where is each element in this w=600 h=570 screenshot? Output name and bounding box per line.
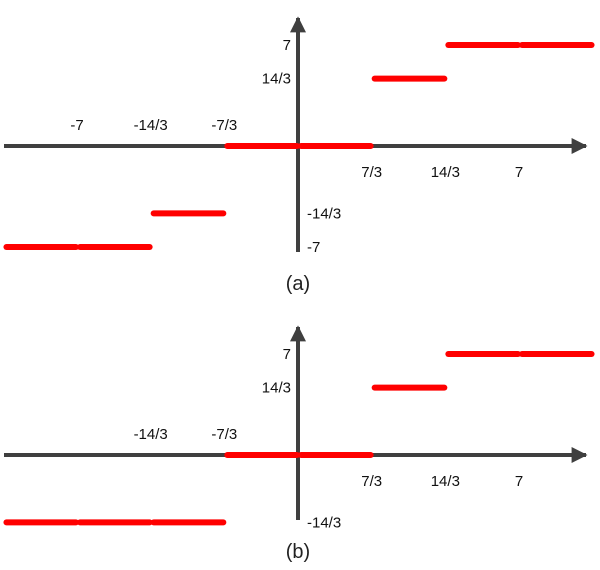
y-tick-label-b: 7 [283,346,291,363]
y-tick-label-a: 14/3 [262,71,291,88]
x-tick-label-a: -14/3 [134,117,168,134]
x-tick-label-b: 7 [515,473,523,490]
figure-caption-b: (b) [286,541,310,563]
x-tick-label-b: 14/3 [431,473,460,490]
y-tick-label-b: -14/3 [307,514,341,531]
y-tick-label-a: -14/3 [307,205,341,222]
x-tick-label-b: -7/3 [211,426,237,443]
x-tick-label-a: -7 [70,117,83,134]
figure-caption-a: (a) [286,273,310,295]
y-tick-label-a: -7 [307,239,320,256]
x-tick-label-b: 7/3 [361,473,382,490]
y-tick-label-a: 7 [283,37,291,54]
x-tick-label-a: 7/3 [361,164,382,181]
y-tick-label-b: 14/3 [262,380,291,397]
x-tick-label-b: -14/3 [134,426,168,443]
x-tick-label-a: -7/3 [211,117,237,134]
x-tick-label-a: 14/3 [431,164,460,181]
x-tick-label-a: 7 [515,164,523,181]
